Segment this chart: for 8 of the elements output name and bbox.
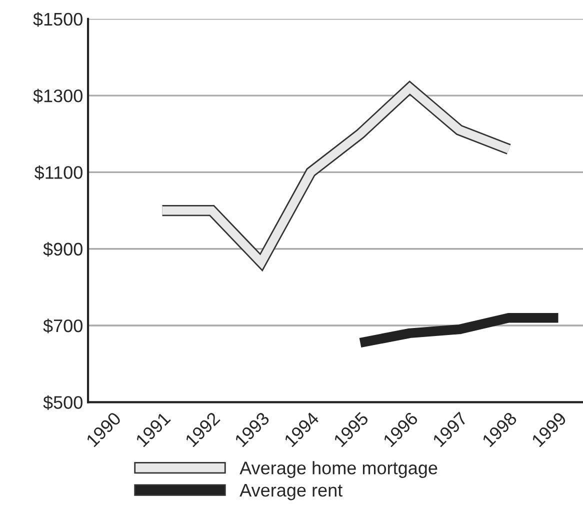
y-tick-label: $700 [43,318,82,334]
y-tick-label: $1300 [33,88,82,104]
y-tick-label: $1100 [34,165,82,180]
legend-label: Average home mortgage [240,461,438,478]
y-tick-label: $900 [43,242,82,257]
y-tick-label: $1500 [33,12,82,27]
legend-label: Average rent [240,484,343,500]
y-tick-label: $500 [43,395,82,410]
